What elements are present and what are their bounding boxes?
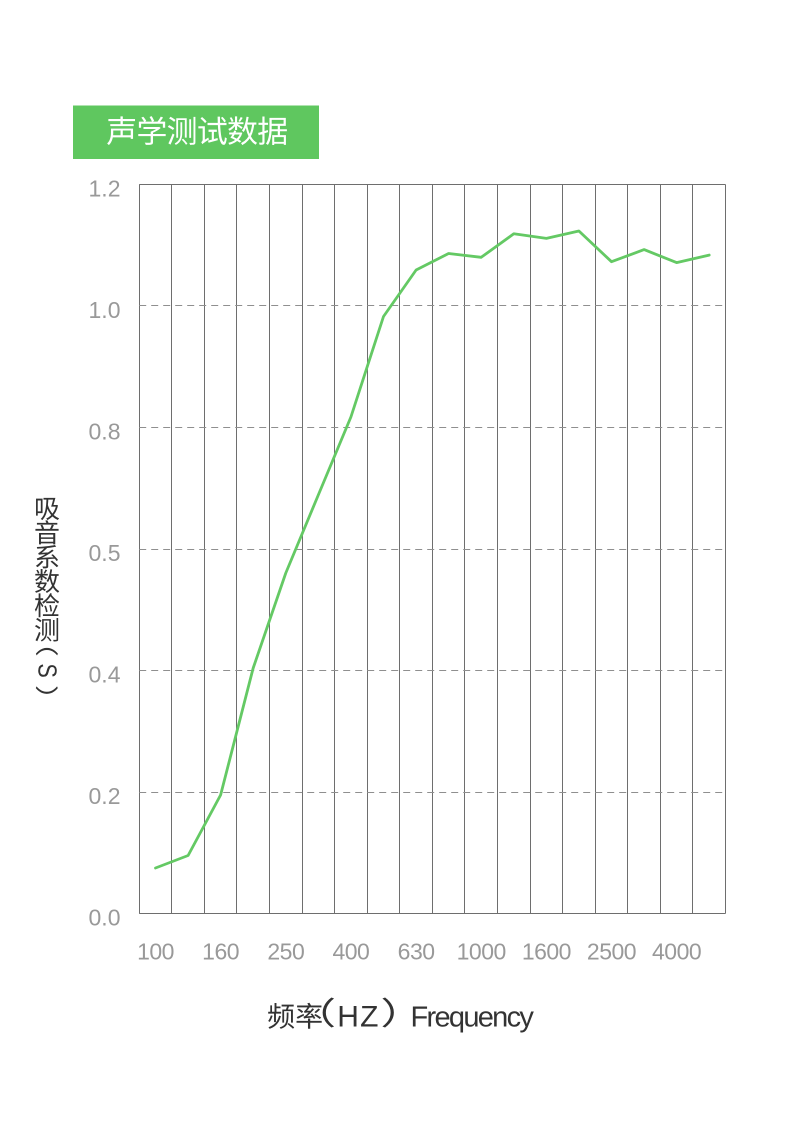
svg-text:100: 100 xyxy=(137,939,174,965)
svg-text:0.2: 0.2 xyxy=(89,783,121,809)
svg-text:0.4: 0.4 xyxy=(89,661,121,687)
svg-text:400: 400 xyxy=(332,939,369,965)
svg-text:1.2: 1.2 xyxy=(89,175,121,201)
svg-text:1.0: 1.0 xyxy=(89,297,121,323)
svg-text:4000: 4000 xyxy=(652,939,701,965)
svg-text:250: 250 xyxy=(267,939,304,965)
svg-text:0.0: 0.0 xyxy=(89,904,121,930)
svg-text:1600: 1600 xyxy=(522,939,571,965)
svg-text:0.5: 0.5 xyxy=(89,540,121,566)
svg-text:HZ: HZ xyxy=(337,1001,379,1034)
svg-text:160: 160 xyxy=(202,939,239,965)
svg-text:630: 630 xyxy=(398,939,435,965)
svg-text:Frequency: Frequency xyxy=(411,1002,535,1034)
svg-text:0.8: 0.8 xyxy=(89,418,121,444)
svg-text:2500: 2500 xyxy=(587,939,636,965)
svg-text:1000: 1000 xyxy=(457,939,506,965)
